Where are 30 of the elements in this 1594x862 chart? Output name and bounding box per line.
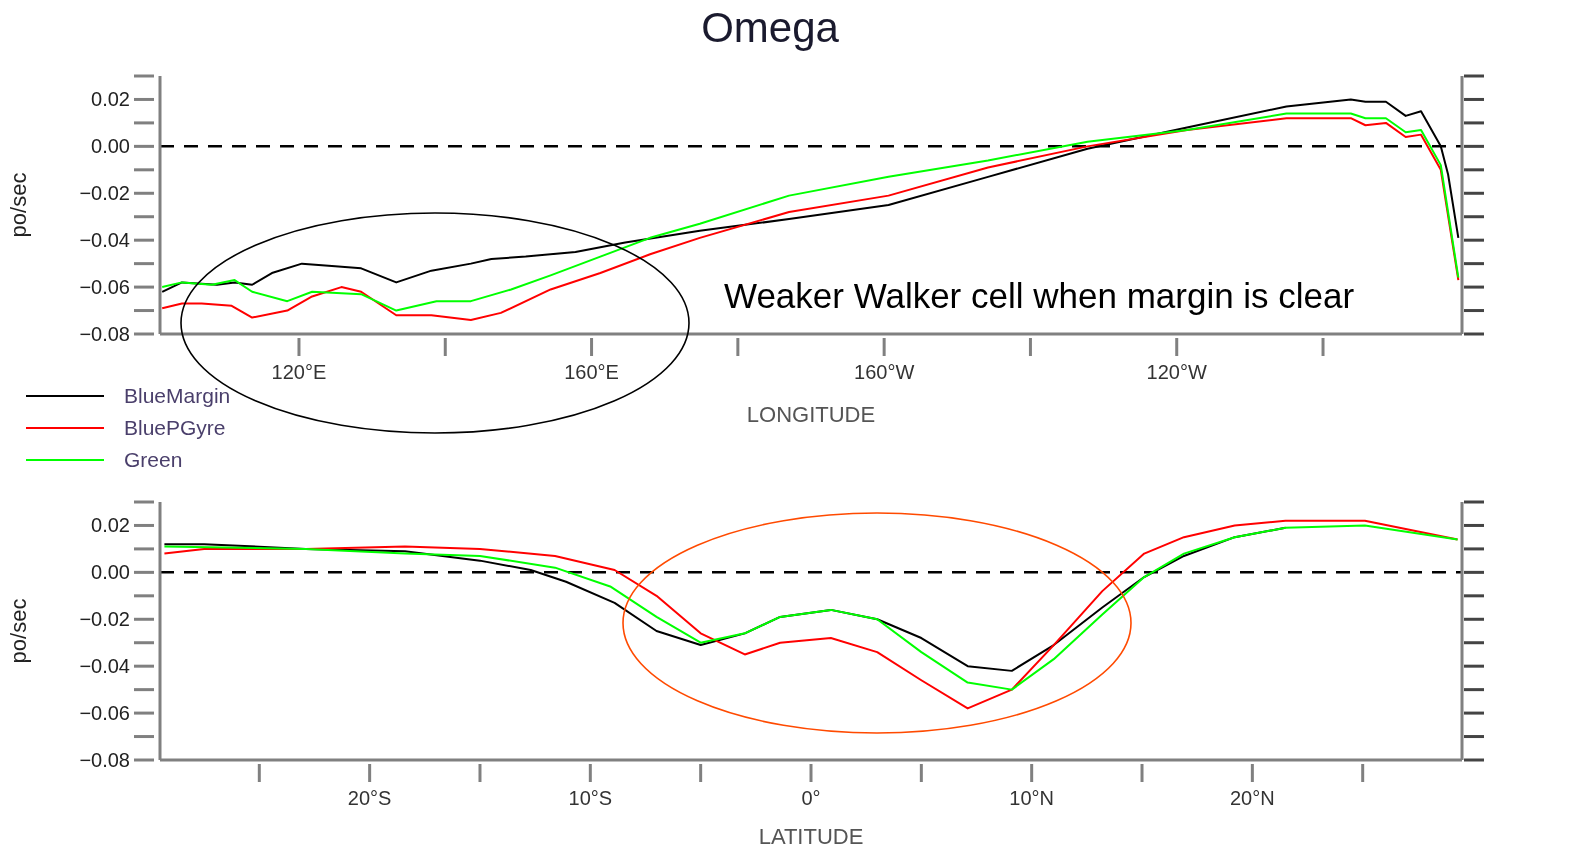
x-tick-label: 120°W — [1146, 361, 1207, 383]
chart-title: Omega — [700, 4, 840, 52]
y-tick-label: −0.02 — [79, 608, 130, 631]
x-tick-label: 0° — [801, 787, 821, 809]
y-axis-title: po/sec — [5, 598, 31, 664]
x-tick-label: 10°N — [1009, 787, 1055, 809]
x-tick-label: 120°E — [271, 361, 327, 383]
x-tick-label: 160°E — [564, 361, 619, 383]
x-axis-title: LATITUDE — [758, 824, 864, 849]
annotation: Weaker Walker cell when margin is clear — [724, 276, 1355, 316]
x-tick-label: 160°W — [854, 361, 915, 383]
x-tick-label: 10°S — [568, 787, 613, 809]
y-tick-label: −0.06 — [79, 702, 130, 725]
y-tick-label: −0.04 — [79, 229, 130, 252]
y-tick-label: 0.00 — [91, 561, 130, 584]
y-tick-label: −0.08 — [79, 749, 130, 771]
y-tick-label: −0.02 — [79, 182, 130, 205]
legend-label: BluePGyre — [124, 416, 226, 440]
y-tick-label: 0.02 — [91, 514, 130, 537]
y-tick-label: −0.06 — [79, 276, 130, 299]
y-tick-label: 0.02 — [91, 88, 130, 111]
y-tick-label: −0.04 — [79, 655, 130, 678]
legend-label: BlueMargin — [124, 384, 231, 408]
y-axis-title: po/sec — [5, 172, 31, 238]
y-tick-label: 0.00 — [91, 135, 130, 158]
x-axis-title: LONGITUDE — [746, 402, 876, 427]
legend-label: Green — [124, 448, 183, 472]
x-tick-label: 20°N — [1230, 787, 1275, 809]
y-tick-label: −0.08 — [79, 323, 130, 345]
x-tick-label: 20°S — [347, 787, 392, 809]
